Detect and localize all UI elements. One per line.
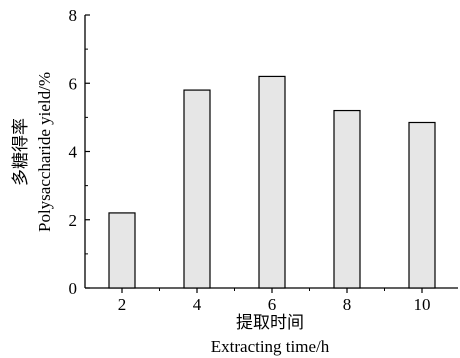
y-tick-label: 4 bbox=[69, 143, 78, 162]
x-tick-label: 8 bbox=[343, 295, 352, 314]
x-axis-title: 提取时间 bbox=[236, 313, 304, 332]
bar-4 bbox=[183, 89, 211, 289]
y-tick-label: 2 bbox=[69, 211, 78, 230]
y-tick-label: 8 bbox=[69, 6, 78, 25]
x-tick-label: 10 bbox=[414, 295, 431, 314]
x-tick-label: 6 bbox=[268, 295, 277, 314]
y-tick-label: 6 bbox=[69, 74, 78, 93]
bar-8 bbox=[333, 109, 361, 289]
y-axis-title: 多糖得率 bbox=[11, 118, 30, 186]
x-tick-label: 4 bbox=[193, 295, 202, 314]
x-tick-label: 2 bbox=[118, 295, 127, 314]
y-axis-title-en: Polysaccharide yield/% bbox=[35, 72, 54, 232]
bar-6 bbox=[258, 75, 286, 289]
y-tick-label: 0 bbox=[69, 279, 78, 298]
plot-area: 0 2 4 6 8 2 4 6 8 10 bbox=[69, 6, 458, 314]
bar-10 bbox=[408, 121, 436, 289]
x-axis-title-en: Extracting time/h bbox=[211, 337, 330, 356]
bar-2 bbox=[108, 212, 136, 289]
